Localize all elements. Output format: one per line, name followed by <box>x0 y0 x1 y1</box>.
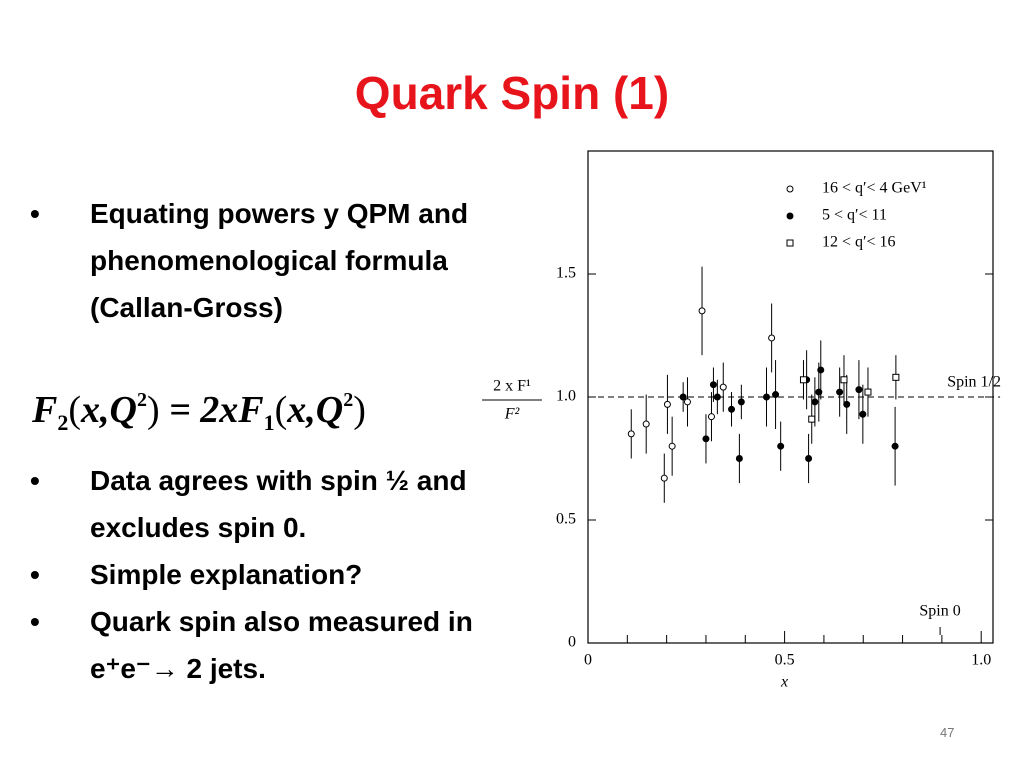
formula-part: Q <box>109 389 137 431</box>
point <box>660 474 668 482</box>
point <box>707 413 715 421</box>
point <box>811 398 819 406</box>
point <box>763 393 771 401</box>
point <box>817 366 825 374</box>
y-axis-label: 2 x F¹ <box>493 378 531 395</box>
formula-part: = 2 <box>159 389 220 431</box>
annotation: Spin 0 <box>919 603 960 620</box>
point <box>892 373 900 381</box>
point <box>663 400 671 408</box>
x-axis-label: x <box>780 674 788 691</box>
formula: F2(x,Q2) = 2xF1(x,Q2) <box>32 388 366 436</box>
y-tick-label: 1.0 <box>556 388 576 405</box>
formula-part: xF <box>219 389 264 431</box>
point <box>840 376 848 384</box>
point <box>698 307 706 315</box>
point <box>683 398 691 406</box>
point <box>713 393 721 401</box>
y-tick-label: 0 <box>568 634 576 651</box>
y-axis-label: F² <box>504 406 521 423</box>
point <box>777 442 785 450</box>
legend-marker <box>786 212 794 220</box>
slide-title: Quark Spin (1) <box>354 67 670 119</box>
point <box>808 415 816 423</box>
formula-part: ( <box>68 389 82 431</box>
bullets-bottom: Data agrees with spin ½ and excludes spi… <box>30 457 480 692</box>
point <box>668 442 676 450</box>
formula-part: 2 <box>136 389 147 411</box>
annotation: Spin 1/2 <box>947 374 1001 391</box>
x-tick-label: 0.5 <box>775 652 795 669</box>
formula-part: 1 <box>263 410 275 435</box>
formula-part: ) <box>146 389 160 431</box>
legend-label: 5 < q′< 11 <box>822 207 887 224</box>
point <box>891 442 899 450</box>
formula-part: , <box>306 389 316 431</box>
point <box>772 391 780 399</box>
point <box>864 388 872 396</box>
point <box>719 383 727 391</box>
formula-part: x <box>287 389 307 431</box>
formula-part: 2 <box>343 389 354 411</box>
bullets-top: Equating powers y QPM and phenomenologic… <box>30 190 480 331</box>
legend-marker <box>786 185 794 193</box>
formula-part: F <box>32 389 58 431</box>
point <box>735 455 743 462</box>
y-tick-label: 1.5 <box>556 265 576 282</box>
formula-part: 2 <box>57 410 69 435</box>
point <box>709 381 717 389</box>
formula-part: Q <box>315 389 344 431</box>
point <box>799 376 807 384</box>
x-tick-label: 1.0 <box>971 652 991 669</box>
x-tick-label: 0 <box>584 652 592 669</box>
formula-part: , <box>100 389 110 431</box>
point <box>859 410 867 418</box>
point <box>768 334 776 342</box>
point <box>843 400 851 408</box>
legend-label: 12 < q′< 16 <box>822 234 896 251</box>
y-tick-label: 0.5 <box>556 511 576 528</box>
bullet: Simple explanation? <box>30 551 480 598</box>
bullet: Quark spin also measured in e⁺e⁻→ 2 jets… <box>30 598 480 692</box>
formula-part: ) <box>353 389 366 431</box>
point <box>728 405 736 413</box>
bullet: Equating powers y QPM and phenomenologic… <box>30 190 480 331</box>
page-number: 47 <box>940 725 955 740</box>
legend-marker <box>786 239 794 247</box>
point <box>642 420 650 428</box>
formula-part: ( <box>274 389 288 431</box>
formula-part: x <box>81 389 101 431</box>
point <box>679 393 687 401</box>
point <box>836 388 844 396</box>
point <box>702 435 710 443</box>
point <box>627 430 635 438</box>
point <box>737 398 745 406</box>
point <box>805 455 813 462</box>
bullet: Data agrees with spin ½ and excludes spi… <box>30 457 480 551</box>
point <box>855 386 863 394</box>
legend-label: 16 < q′< 4 GeV¹ <box>822 180 927 197</box>
